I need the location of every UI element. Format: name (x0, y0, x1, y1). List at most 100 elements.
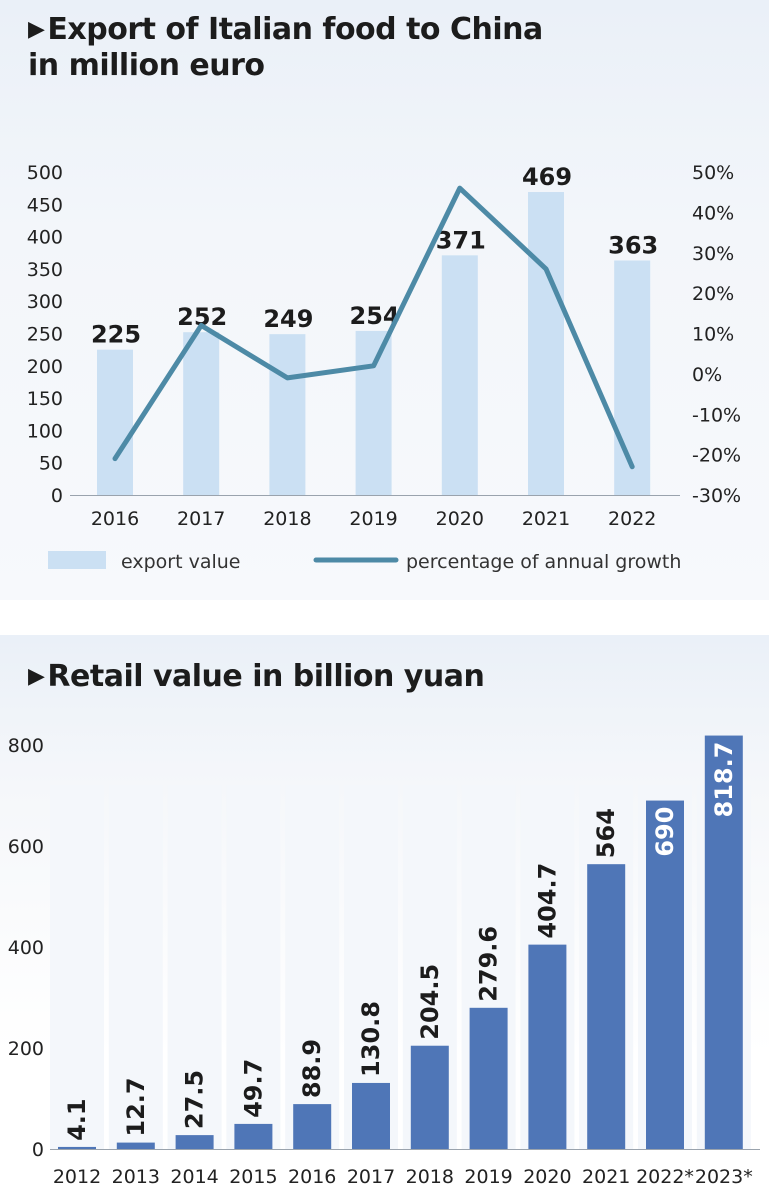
y-tick-label: 400 (27, 227, 63, 249)
retail-bar (116, 1142, 155, 1149)
retail-bar (469, 1007, 508, 1149)
export-bar (528, 192, 564, 495)
y-tick-label: 200 (8, 1038, 44, 1060)
bar-value-label: 27.5 (181, 1070, 209, 1129)
bar-value-label: 49.7 (239, 1059, 267, 1118)
bar-value-label: 690 (651, 807, 679, 857)
bar-value-label: 363 (608, 232, 658, 260)
retail-bar (175, 1135, 214, 1149)
x-tick-label: 2016 (91, 508, 139, 530)
column-band (50, 785, 104, 1149)
x-tick-label: 2020 (523, 1166, 571, 1188)
x-tick-label: 2019 (464, 1166, 512, 1188)
bar-value-label: 279.6 (475, 926, 503, 1002)
export-chart-panel: ▶ Export of Italian food to China in mill… (0, 0, 769, 600)
column-band (285, 785, 340, 1149)
x-tick-label: 2021 (522, 508, 570, 530)
export-title-line-2: in million euro (28, 48, 265, 83)
y-tick-label: 800 (8, 735, 44, 757)
triangle-icon: ▶ (28, 664, 45, 689)
bar-value-label: 818.7 (710, 742, 738, 818)
x-tick-label: 2014 (170, 1166, 218, 1188)
y-tick-label: 250 (27, 324, 63, 346)
x-tick-label: 2023* (695, 1166, 753, 1188)
x-tick-label: 2018 (406, 1166, 454, 1188)
retail-bar (587, 864, 626, 1149)
column-band (108, 785, 163, 1149)
x-tick-label: 2021 (582, 1166, 630, 1188)
x-tick-label: 2013 (112, 1166, 160, 1188)
column-band (167, 785, 222, 1149)
bar-value-label: 371 (436, 226, 486, 254)
export-chart: 0 50 100 150 200 250 300 350 400 450 500 -30% -20% -1… (27, 162, 741, 573)
export-bar (97, 349, 133, 495)
export-bar (183, 332, 220, 495)
retail-chart-panel: ▶ Retail value in billion yuan 0 200 400 600… (0, 635, 769, 1200)
retail-bar (410, 1045, 449, 1149)
x-tick-label: 2022* (636, 1166, 694, 1188)
y-tick-label: 600 (8, 836, 44, 858)
x-tick-label: 2017 (177, 508, 225, 530)
y-tick-label: 350 (27, 259, 63, 281)
growth-line (112, 185, 635, 470)
y2-tick-label: -10% (692, 404, 741, 426)
bar-value-label: 12.7 (122, 1077, 150, 1136)
y2-tick-label: 30% (692, 243, 734, 265)
triangle-icon: ▶ (28, 17, 45, 42)
x-tick-label: 2016 (288, 1166, 336, 1188)
export-bar (614, 260, 651, 495)
bar-value-label: 225 (91, 321, 141, 349)
x-tick-label: 2017 (347, 1166, 395, 1188)
legend-swatch-export (48, 551, 106, 569)
y2-tick-label: -20% (692, 445, 741, 467)
export-title-line-1: Export of Italian food to China (47, 12, 543, 47)
column-band (226, 785, 281, 1149)
retail-bar (528, 944, 567, 1149)
y-tick-label: 450 (27, 194, 63, 216)
retail-bar (58, 1146, 96, 1149)
y-tick-label: 500 (27, 162, 63, 184)
y2-tick-label: 20% (692, 283, 734, 305)
bar-value-label: 404.7 (533, 863, 561, 939)
x-tick-label: 2015 (229, 1166, 277, 1188)
x-tick-label: 2018 (263, 508, 311, 530)
bar-value-label: 564 (592, 808, 620, 858)
retail-bar (704, 735, 743, 1149)
bar-value-label: 4.1 (63, 1098, 91, 1141)
retail-title-text: Retail value in billion yuan (47, 659, 485, 694)
y-tick-label: 300 (27, 291, 63, 313)
bar-value-label: 88.9 (298, 1039, 326, 1098)
x-tick-label: 2022 (608, 508, 656, 530)
bar-value-label: 204.5 (416, 964, 444, 1040)
y-tick-label: 0 (32, 1139, 44, 1161)
retail-chart-title: ▶ Retail value in billion yuan (28, 659, 485, 695)
y-tick-label: 50 (39, 453, 63, 475)
y-tick-label: 100 (27, 420, 63, 442)
export-bar (269, 334, 306, 495)
y-tick-label: 200 (27, 356, 63, 378)
bar-value-label: 249 (263, 305, 313, 333)
y2-tick-label: 50% (692, 162, 734, 184)
y-tick-label: 400 (8, 937, 44, 959)
y-tick-label: 0 (51, 485, 63, 507)
x-tick-label: 2019 (349, 508, 397, 530)
export-bar (355, 330, 392, 495)
retail-bar (646, 800, 684, 1149)
y-tick-label: 150 (27, 388, 63, 410)
export-chart-title: ▶ Export of Italian food to China in mill… (28, 12, 543, 84)
bar-value-label: 469 (522, 163, 572, 191)
y2-tick-label: 40% (692, 202, 734, 224)
y2-tick-label: -30% (692, 485, 741, 507)
legend-label-export: export value (121, 551, 240, 573)
y2-tick-label: 10% (692, 324, 734, 346)
retail-chart: 0 200 400 600 800 2012 4.1 2013 12.7 2014 27.5 2015… (8, 735, 760, 1188)
retail-bar (352, 1082, 390, 1149)
legend-label-growth: percentage of annual growth (406, 551, 681, 573)
x-tick-label: 2012 (53, 1166, 101, 1188)
x-tick-label: 2020 (436, 508, 484, 530)
retail-bar (234, 1123, 273, 1149)
bar-value-label: 130.8 (357, 1001, 385, 1077)
y2-tick-label: 0% (692, 364, 722, 386)
retail-bar (293, 1104, 332, 1149)
export-bar (441, 255, 478, 495)
